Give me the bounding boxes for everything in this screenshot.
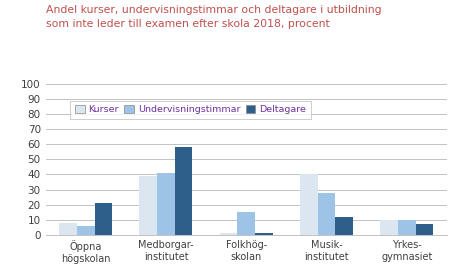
Bar [397,220,415,235]
Text: Andel kurser, undervisningstimmar och deltagare i utbildning
som inte leder till: Andel kurser, undervisningstimmar och de… [46,5,380,29]
Bar [77,226,94,235]
Bar [157,173,174,235]
Bar [415,224,432,235]
Bar [59,223,77,235]
Legend: Kurser, Undervisningstimmar, Deltagare: Kurser, Undervisningstimmar, Deltagare [70,100,310,119]
Bar [334,217,352,235]
Bar [219,233,237,235]
Bar [139,176,157,235]
Bar [174,147,192,235]
Bar [379,220,397,235]
Bar [237,212,254,235]
Bar [299,174,317,235]
Bar [317,193,334,235]
Bar [254,233,272,235]
Bar [94,203,112,235]
